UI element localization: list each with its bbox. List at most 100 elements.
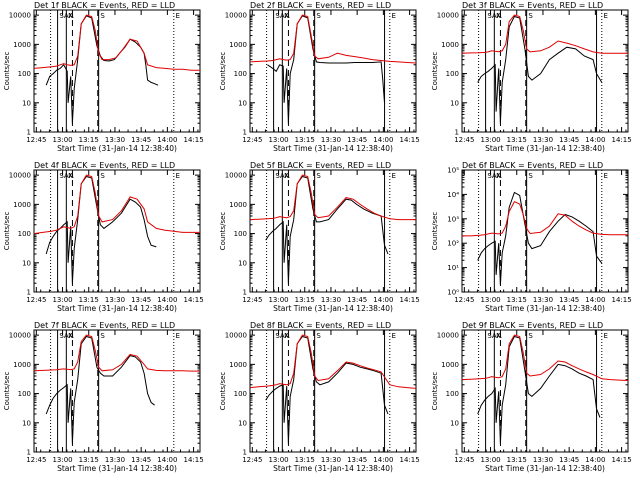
x-axis-label: Start Time (31-Jan-14 12:38:40) bbox=[273, 144, 393, 153]
x-tick-label: 13:45 bbox=[559, 296, 579, 304]
lld-series-line bbox=[461, 14, 628, 54]
marker-annotation: SAA bbox=[275, 332, 290, 340]
x-tick-label: 13:15 bbox=[295, 296, 315, 304]
events-series-line bbox=[477, 15, 603, 124]
lld-series-line bbox=[249, 334, 417, 389]
marker-annotation: N bbox=[68, 172, 73, 180]
marker-annotation: N bbox=[284, 12, 289, 20]
y-tick-label: 100 bbox=[446, 70, 459, 78]
x-tick-label: 13:00 bbox=[480, 456, 500, 464]
x-tick-label: 14:15 bbox=[611, 136, 631, 144]
lld-series-line bbox=[461, 334, 629, 381]
x-tick-label: 13:00 bbox=[268, 136, 288, 144]
plot-frame bbox=[249, 329, 417, 453]
marker-annotation: E bbox=[604, 172, 608, 180]
x-tick-label: 13:45 bbox=[347, 296, 367, 304]
marker-annotation: S bbox=[316, 332, 321, 340]
y-tick-label: 10⁰ bbox=[447, 289, 459, 297]
y-axis-label: Counts/sec bbox=[3, 212, 11, 251]
panel-det-7: Det 7f BLACK = Events, RED = LLD 1 10 100 10… bbox=[3, 321, 204, 473]
marker-annotation: S bbox=[316, 12, 321, 20]
panel-det-9: Det 9f BLACK = Events, RED = LLD 1 10 100 10… bbox=[431, 321, 632, 473]
plot-frame bbox=[249, 169, 417, 293]
x-axis-label: Start Time (31-Jan-14 12:38:40) bbox=[57, 464, 177, 473]
y-axis-label: Counts/sec bbox=[219, 52, 227, 91]
x-tick-label: 14:00 bbox=[157, 456, 177, 464]
marker-annotation: N bbox=[284, 332, 289, 340]
x-tick-label: 13:30 bbox=[533, 136, 553, 144]
marker-annotation: SAA bbox=[275, 172, 290, 180]
y-tick-label: 10000 bbox=[437, 332, 459, 340]
x-tick-label: 14:00 bbox=[157, 136, 177, 144]
plot-frame bbox=[33, 9, 201, 133]
y-tick-label: 1000 bbox=[229, 41, 247, 49]
y-tick-label: 100 bbox=[234, 230, 247, 238]
x-tick-label: 14:00 bbox=[585, 136, 605, 144]
x-tick-label: 14:00 bbox=[585, 456, 605, 464]
marker-annotation: SAA bbox=[59, 12, 74, 20]
y-tick-label: 10¹ bbox=[447, 264, 459, 272]
x-tick-label: 14:15 bbox=[611, 456, 631, 464]
x-tick-label: 13:15 bbox=[507, 456, 527, 464]
marker-annotation: SAA bbox=[487, 172, 502, 180]
y-axis-label: Counts/sec bbox=[3, 52, 11, 91]
x-tick-label: 13:45 bbox=[347, 456, 367, 464]
marker-annotation: E bbox=[176, 332, 180, 340]
lld-series-line bbox=[249, 14, 417, 64]
panel-det-4: Det 4f BLACK = Events, RED = LLD 1 10 100 10… bbox=[3, 161, 204, 313]
x-tick-label: 13:15 bbox=[295, 136, 315, 144]
marker-annotation: S bbox=[316, 172, 321, 180]
events-series-line bbox=[477, 191, 603, 285]
panel-det-1: Det 1f BLACK = Events, RED = LLD 1 10 100 10… bbox=[3, 1, 204, 153]
panel-title: Det 3f BLACK = Events, RED = LLD bbox=[462, 1, 603, 10]
y-tick-label: 1000 bbox=[229, 361, 247, 369]
panel-title: Det 5f BLACK = Events, RED = LLD bbox=[250, 161, 391, 170]
x-tick-label: 12:45 bbox=[26, 136, 46, 144]
y-axis-label: Counts/sec bbox=[3, 372, 11, 411]
x-axis-label: Start Time (31-Jan-14 12:38:40) bbox=[57, 304, 177, 313]
x-tick-label: 12:45 bbox=[242, 456, 262, 464]
y-tick-label: 10000 bbox=[225, 12, 247, 20]
y-tick-label: 10⁵ bbox=[447, 167, 459, 175]
marker-annotation: S bbox=[100, 12, 105, 20]
x-tick-label: 13:30 bbox=[533, 296, 553, 304]
x-tick-label: 14:00 bbox=[373, 296, 393, 304]
y-axis-label: Counts/sec bbox=[219, 212, 227, 251]
lld-series-line bbox=[33, 174, 200, 235]
x-tick-label: 14:00 bbox=[585, 296, 605, 304]
marker-annotation: SAA bbox=[59, 332, 74, 340]
x-tick-label: 13:45 bbox=[559, 456, 579, 464]
y-tick-label: 1 bbox=[27, 449, 31, 457]
x-tick-label: 13:00 bbox=[52, 456, 72, 464]
marker-annotation: N bbox=[68, 332, 73, 340]
events-series-line bbox=[45, 15, 159, 124]
events-series-line bbox=[45, 175, 157, 284]
y-tick-label: 10000 bbox=[9, 332, 31, 340]
plot-frame bbox=[33, 329, 201, 453]
x-tick-label: 13:45 bbox=[131, 456, 151, 464]
x-axis-label: Start Time (31-Jan-14 12:38:40) bbox=[485, 144, 605, 153]
y-tick-label: 100 bbox=[234, 70, 247, 78]
plot-frame bbox=[33, 169, 201, 293]
x-tick-label: 12:45 bbox=[454, 136, 474, 144]
lld-series-line bbox=[33, 14, 200, 71]
panel-title: Det 1f BLACK = Events, RED = LLD bbox=[34, 1, 175, 10]
plot-frame bbox=[461, 329, 629, 453]
marker-annotation: SAA bbox=[487, 332, 502, 340]
y-axis-label: Counts/sec bbox=[219, 372, 227, 411]
y-tick-label: 1000 bbox=[13, 41, 31, 49]
x-tick-label: 14:15 bbox=[399, 296, 419, 304]
y-tick-label: 1 bbox=[243, 129, 247, 137]
x-tick-label: 12:45 bbox=[454, 456, 474, 464]
y-tick-label: 1000 bbox=[13, 361, 31, 369]
panel-title: Det 2f BLACK = Events, RED = LLD bbox=[250, 1, 391, 10]
x-tick-label: 13:45 bbox=[559, 136, 579, 144]
marker-annotation: S bbox=[528, 172, 533, 180]
x-tick-label: 14:15 bbox=[611, 296, 631, 304]
y-tick-label: 100 bbox=[18, 230, 31, 238]
x-tick-label: 13:00 bbox=[268, 296, 288, 304]
x-tick-label: 13:15 bbox=[79, 456, 99, 464]
x-tick-label: 13:30 bbox=[321, 296, 341, 304]
x-tick-label: 13:30 bbox=[105, 456, 125, 464]
